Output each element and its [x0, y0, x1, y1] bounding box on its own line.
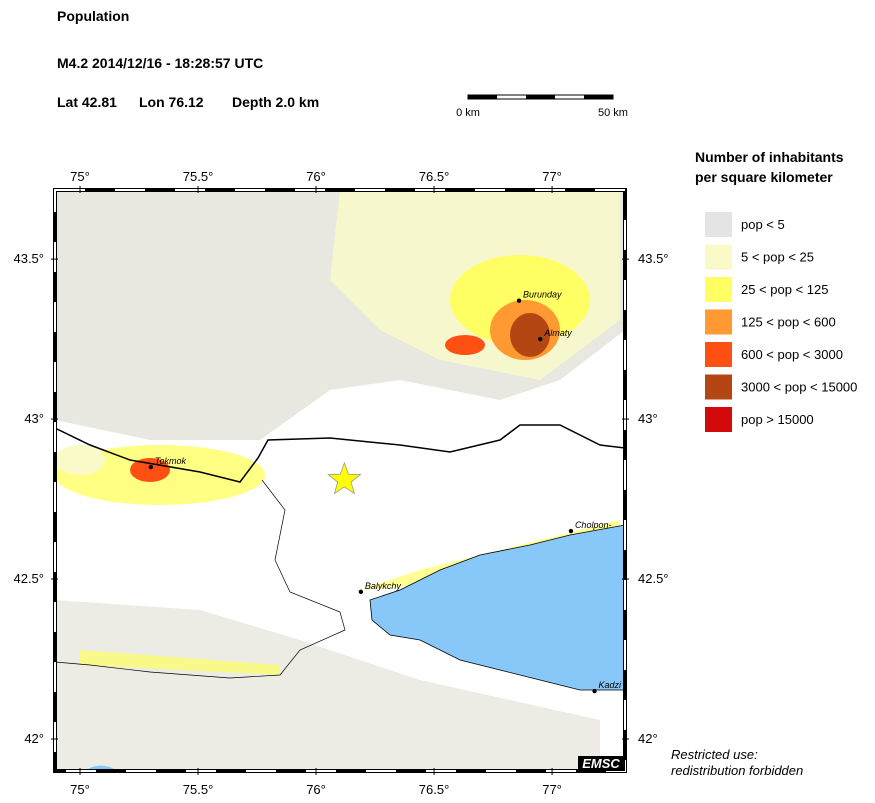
legend-swatch [705, 374, 732, 400]
city-dot [358, 589, 364, 595]
x-tick-label: 76.5° [419, 169, 450, 184]
city-label: Burunday [523, 290, 562, 300]
depth-info: Depth 2.0 km [232, 94, 319, 110]
y-tick-label: 42.5° [13, 571, 44, 586]
population-area [510, 313, 550, 357]
x-tick-label: 77° [542, 782, 562, 797]
city-label: Tokmok [155, 456, 187, 466]
region-border [55, 479, 346, 679]
x-tick-label: 75° [70, 169, 90, 184]
x-tick-label: 75° [70, 782, 90, 797]
lon-info: Lon 76.12 [139, 94, 204, 110]
city-label: Cholpon- [575, 520, 612, 530]
x-tick-label: 76° [306, 169, 326, 184]
city-dot [516, 298, 522, 303]
epicenter [327, 461, 362, 495]
y-tick-label: 43° [638, 411, 658, 426]
x-tick-label: 77° [542, 169, 562, 184]
x-tick-label: 75.5° [183, 169, 214, 184]
legend-label: 600 < pop < 3000 [741, 347, 843, 362]
y-tick-label: 43° [24, 411, 44, 426]
legend-swatch [705, 309, 732, 335]
scale-label: 0 km [456, 107, 480, 119]
border [55, 424, 625, 483]
population-area [80, 650, 280, 675]
y-tick-label: 42° [24, 731, 44, 746]
legend-swatch [705, 244, 732, 270]
city-label: Balykchy [365, 581, 402, 591]
legend-label: 125 < pop < 600 [741, 315, 836, 330]
note: redistribution forbidden [671, 763, 803, 778]
scale-label: 50 km [598, 107, 628, 119]
city-dot [538, 336, 543, 342]
legend-label: 5 < pop < 25 [741, 250, 814, 265]
note: Restricted use: [671, 747, 758, 762]
legend-swatch [705, 212, 732, 237]
credit-box [578, 756, 625, 771]
credit: EMSC [582, 756, 620, 771]
legend-label: pop > 15000 [741, 412, 814, 427]
legend-label: 25 < pop < 125 [741, 282, 828, 297]
population-area [130, 458, 170, 482]
y-tick-label: 42° [638, 731, 658, 746]
city-dot [568, 528, 574, 534]
map-frame [54, 189, 626, 772]
city-dot [148, 464, 154, 470]
legend-swatch [705, 277, 732, 302]
legend-swatch [705, 407, 732, 432]
title: Population [57, 8, 129, 24]
event-info: M4.2 2014/12/16 - 18:28:57 UTC [57, 55, 263, 71]
legend-label: 3000 < pop < 15000 [741, 380, 857, 395]
city-label: Almaty [543, 328, 572, 338]
legend-label: pop < 5 [741, 217, 785, 232]
legend-swatch [705, 342, 732, 367]
population-area [445, 335, 485, 355]
population-area [55, 445, 105, 475]
city-dot [592, 688, 597, 694]
city-label: Kadzi [599, 680, 623, 690]
scale-bar [467, 94, 614, 100]
x-tick-label: 75.5° [183, 782, 214, 797]
x-tick-label: 76° [306, 782, 326, 797]
legend-title: per square kilometer [695, 169, 833, 185]
y-tick-label: 43.5° [13, 251, 44, 266]
legend: Number of inhabitants per square kilomete… [695, 149, 857, 432]
lat-info: Lat 42.81 [57, 94, 117, 110]
y-tick-label: 43.5° [638, 251, 669, 266]
lake [369, 524, 625, 691]
cities: Burunday Almaty Tokmok Balykchy Cholpon- Kadz… [148, 290, 623, 694]
population-area [55, 600, 600, 771]
legend-title: Number of inhabitants [695, 149, 844, 165]
x-tick-label: 76.5° [419, 782, 450, 797]
y-tick-label: 42.5° [638, 571, 669, 586]
